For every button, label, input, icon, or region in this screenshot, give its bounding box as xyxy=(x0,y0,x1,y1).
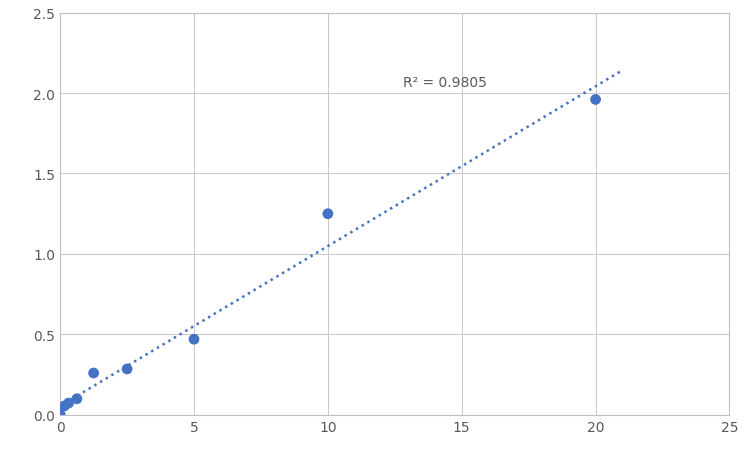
Point xyxy=(62,400,74,407)
Point xyxy=(54,411,66,418)
Point xyxy=(590,97,602,104)
Text: R² = 0.9805: R² = 0.9805 xyxy=(403,76,487,90)
Point xyxy=(59,402,71,410)
Point xyxy=(322,211,334,218)
Point xyxy=(188,336,200,343)
Point xyxy=(71,395,83,402)
Point xyxy=(87,369,99,377)
Point xyxy=(121,366,133,373)
